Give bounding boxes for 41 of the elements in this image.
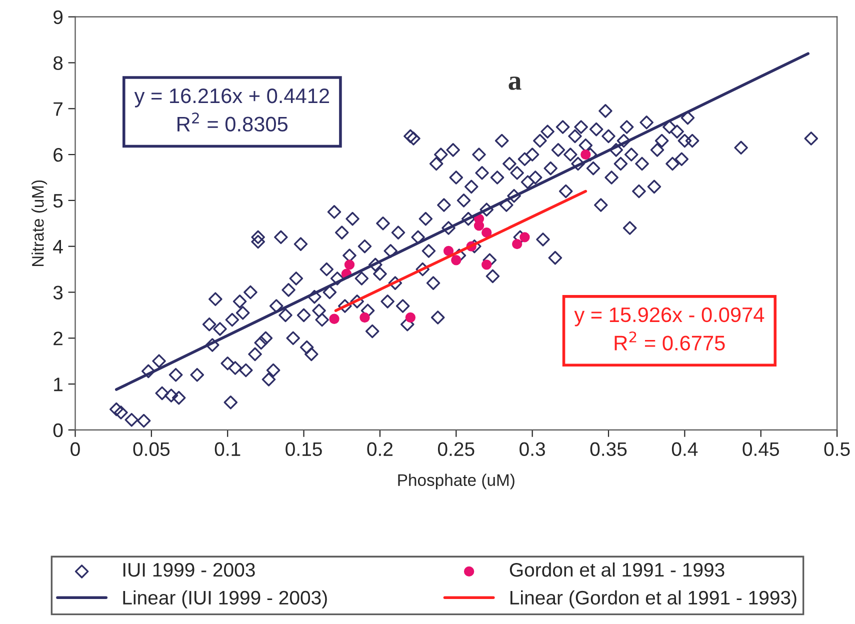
legend-label: Linear (IUI 1999 - 2003) bbox=[123, 590, 327, 608]
point bbox=[512, 238, 522, 250]
y-tick-label: 3 bbox=[53, 286, 63, 300]
y-tick-label: 7 bbox=[54, 102, 62, 116]
y-tick-label: 0 bbox=[53, 423, 63, 438]
point bbox=[482, 260, 492, 270]
x-axis-title: Phosphate (uM) bbox=[398, 474, 514, 490]
point bbox=[405, 312, 416, 323]
y-tick-label: 4 bbox=[53, 240, 63, 254]
y-tick-label: 8 bbox=[53, 56, 63, 70]
point bbox=[580, 149, 591, 160]
x-tick-label: 0.3 bbox=[520, 442, 545, 456]
y-tick-label: 6 bbox=[54, 148, 63, 162]
y-tick-label: 1 bbox=[54, 378, 62, 392]
x-tick-label: 0.35 bbox=[590, 442, 627, 456]
point bbox=[451, 255, 462, 266]
annotation: y = 15.926x - 0.0974 R$^{2}$ = 0.6775 bbox=[574, 307, 764, 350]
point bbox=[443, 246, 454, 256]
point bbox=[482, 227, 492, 238]
x-tick-label: 0.45 bbox=[742, 442, 779, 456]
x-tick-label: 0.1 bbox=[214, 442, 240, 456]
point bbox=[520, 232, 530, 242]
point bbox=[360, 312, 370, 323]
x-tick-label: 0.05 bbox=[133, 442, 170, 456]
point bbox=[329, 314, 340, 324]
y-axis-title: Nitrate (uM) bbox=[32, 180, 48, 266]
x-tick-label: 0.5 bbox=[824, 442, 850, 456]
annotation: a bbox=[508, 76, 522, 90]
y-tick-label: 9 bbox=[54, 10, 63, 24]
x-tick-label: 0.2 bbox=[367, 442, 392, 456]
legend-label: Gordon et al 1991 - 1993 bbox=[510, 562, 724, 577]
x-tick-label: 0 bbox=[70, 442, 80, 456]
x-tick-label: 0.15 bbox=[286, 442, 322, 456]
point bbox=[344, 260, 355, 270]
y-tick-label: 5 bbox=[53, 194, 63, 208]
x-tick-label: 0.4 bbox=[672, 442, 698, 456]
legend-label: Linear (Gordon et al 1991 - 1993) bbox=[510, 590, 796, 608]
annotation: y = 16.216x + 0.4412 R$^{2}$ = 0.8305 bbox=[134, 88, 330, 132]
y-tick-label: 2 bbox=[54, 332, 62, 346]
x-tick-label: 0.25 bbox=[438, 442, 474, 456]
legend-label: IUI 1999 - 2003 bbox=[123, 562, 255, 577]
